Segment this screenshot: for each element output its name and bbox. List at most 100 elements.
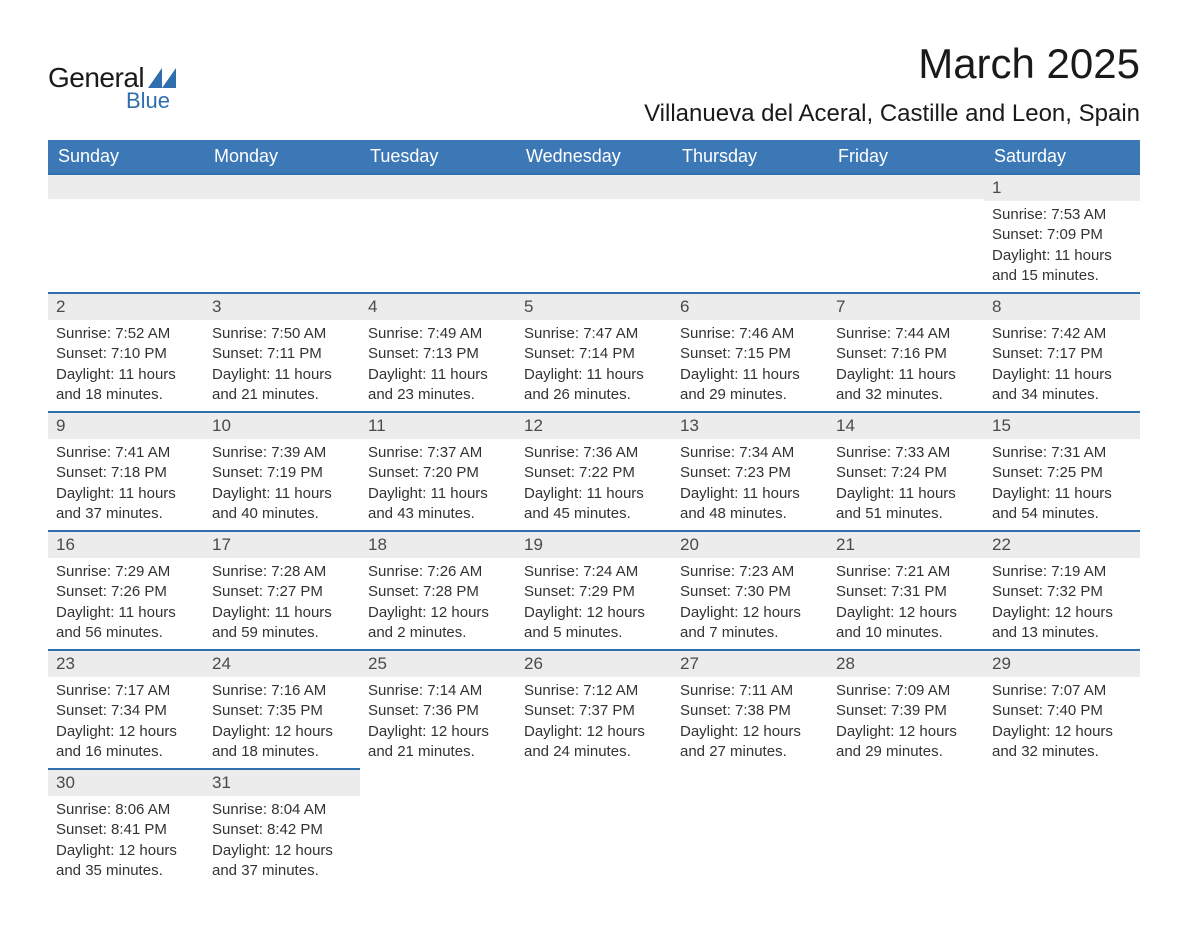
calendar-cell: 3Sunrise: 7:50 AMSunset: 7:11 PMDaylight…: [204, 293, 360, 412]
day-content: Sunrise: 7:29 AMSunset: 7:26 PMDaylight:…: [48, 558, 204, 649]
day-sunset: Sunset: 7:15 PM: [680, 344, 820, 364]
day-number: 12: [516, 413, 672, 439]
day-sunrise: Sunrise: 7:39 AM: [212, 443, 352, 463]
calendar-cell: 14Sunrise: 7:33 AMSunset: 7:24 PMDayligh…: [828, 412, 984, 531]
day-sunset: Sunset: 7:36 PM: [368, 701, 508, 721]
day-number: 22: [984, 532, 1140, 558]
day-sunset: Sunset: 7:40 PM: [992, 701, 1132, 721]
day-daylight: Daylight: 12 hours and 16 minutes.: [56, 722, 196, 763]
day-content: Sunrise: 7:07 AMSunset: 7:40 PMDaylight:…: [984, 677, 1140, 768]
day-sunset: Sunset: 7:23 PM: [680, 463, 820, 483]
day-content: Sunrise: 7:39 AMSunset: 7:19 PMDaylight:…: [204, 439, 360, 530]
day-sunset: Sunset: 7:16 PM: [836, 344, 976, 364]
day-daylight: Daylight: 11 hours and 21 minutes.: [212, 365, 352, 406]
day-sunrise: Sunrise: 7:52 AM: [56, 324, 196, 344]
day-sunset: Sunset: 7:20 PM: [368, 463, 508, 483]
day-sunset: Sunset: 7:13 PM: [368, 344, 508, 364]
weekday-header: Thursday: [672, 140, 828, 174]
day-number: 15: [984, 413, 1140, 439]
weekday-header: Monday: [204, 140, 360, 174]
day-content: [516, 793, 672, 881]
day-number: 13: [672, 413, 828, 439]
day-sunset: Sunset: 8:41 PM: [56, 820, 196, 840]
calendar-cell: 17Sunrise: 7:28 AMSunset: 7:27 PMDayligh…: [204, 531, 360, 650]
calendar-cell: 24Sunrise: 7:16 AMSunset: 7:35 PMDayligh…: [204, 650, 360, 769]
calendar-cell: 6Sunrise: 7:46 AMSunset: 7:15 PMDaylight…: [672, 293, 828, 412]
day-number: 8: [984, 294, 1140, 320]
calendar-cell: 5Sunrise: 7:47 AMSunset: 7:14 PMDaylight…: [516, 293, 672, 412]
day-daylight: Daylight: 12 hours and 5 minutes.: [524, 603, 664, 644]
day-daylight: Daylight: 12 hours and 7 minutes.: [680, 603, 820, 644]
calendar-cell: 13Sunrise: 7:34 AMSunset: 7:23 PMDayligh…: [672, 412, 828, 531]
day-number: 20: [672, 532, 828, 558]
calendar-cell-empty: [360, 769, 516, 887]
day-sunrise: Sunrise: 8:04 AM: [212, 800, 352, 820]
day-sunrise: Sunrise: 7:33 AM: [836, 443, 976, 463]
day-sunset: Sunset: 7:26 PM: [56, 582, 196, 602]
calendar-cell: 22Sunrise: 7:19 AMSunset: 7:32 PMDayligh…: [984, 531, 1140, 650]
day-daylight: Daylight: 11 hours and 32 minutes.: [836, 365, 976, 406]
calendar-week-row: 16Sunrise: 7:29 AMSunset: 7:26 PMDayligh…: [48, 531, 1140, 650]
day-sunrise: Sunrise: 7:14 AM: [368, 681, 508, 701]
day-daylight: Daylight: 11 hours and 15 minutes.: [992, 246, 1132, 287]
day-sunset: Sunset: 7:25 PM: [992, 463, 1132, 483]
day-number: 9: [48, 413, 204, 439]
day-sunrise: Sunrise: 7:21 AM: [836, 562, 976, 582]
day-number: 29: [984, 651, 1140, 677]
calendar-cell-empty: [984, 769, 1140, 887]
header: General Blue March 2025 Villanueva del A…: [48, 40, 1140, 128]
day-sunrise: Sunrise: 7:11 AM: [680, 681, 820, 701]
day-content: Sunrise: 7:31 AMSunset: 7:25 PMDaylight:…: [984, 439, 1140, 530]
calendar-week-row: 2Sunrise: 7:52 AMSunset: 7:10 PMDaylight…: [48, 293, 1140, 412]
calendar-cell-empty: [828, 769, 984, 887]
day-content: Sunrise: 7:26 AMSunset: 7:28 PMDaylight:…: [360, 558, 516, 649]
day-sunrise: Sunrise: 7:24 AM: [524, 562, 664, 582]
day-number: 5: [516, 294, 672, 320]
day-number: 3: [204, 294, 360, 320]
day-sunrise: Sunrise: 7:36 AM: [524, 443, 664, 463]
day-daylight: Daylight: 11 hours and 40 minutes.: [212, 484, 352, 525]
calendar-cell: 21Sunrise: 7:21 AMSunset: 7:31 PMDayligh…: [828, 531, 984, 650]
day-content: Sunrise: 8:04 AMSunset: 8:42 PMDaylight:…: [204, 796, 360, 887]
day-daylight: Daylight: 11 hours and 56 minutes.: [56, 603, 196, 644]
day-sunset: Sunset: 7:35 PM: [212, 701, 352, 721]
calendar-cell: 31Sunrise: 8:04 AMSunset: 8:42 PMDayligh…: [204, 769, 360, 887]
day-content: Sunrise: 7:41 AMSunset: 7:18 PMDaylight:…: [48, 439, 204, 530]
day-daylight: Daylight: 11 hours and 29 minutes.: [680, 365, 820, 406]
day-content: Sunrise: 7:37 AMSunset: 7:20 PMDaylight:…: [360, 439, 516, 530]
day-sunrise: Sunrise: 7:47 AM: [524, 324, 664, 344]
day-content: [204, 199, 360, 287]
calendar-cell-empty: [48, 174, 204, 293]
day-daylight: Daylight: 12 hours and 32 minutes.: [992, 722, 1132, 763]
day-sunset: Sunset: 7:37 PM: [524, 701, 664, 721]
day-number: 19: [516, 532, 672, 558]
weekday-header: Tuesday: [360, 140, 516, 174]
calendar-cell: 29Sunrise: 7:07 AMSunset: 7:40 PMDayligh…: [984, 650, 1140, 769]
day-sunset: Sunset: 7:22 PM: [524, 463, 664, 483]
day-content: [516, 199, 672, 287]
day-content: Sunrise: 7:19 AMSunset: 7:32 PMDaylight:…: [984, 558, 1140, 649]
title-block: March 2025 Villanueva del Aceral, Castil…: [644, 40, 1140, 128]
calendar-cell: 8Sunrise: 7:42 AMSunset: 7:17 PMDaylight…: [984, 293, 1140, 412]
day-content: Sunrise: 7:34 AMSunset: 7:23 PMDaylight:…: [672, 439, 828, 530]
weekday-header: Wednesday: [516, 140, 672, 174]
day-number: 24: [204, 651, 360, 677]
day-number: [828, 175, 984, 199]
day-sunset: Sunset: 7:17 PM: [992, 344, 1132, 364]
calendar-cell: 7Sunrise: 7:44 AMSunset: 7:16 PMDaylight…: [828, 293, 984, 412]
calendar-cell-empty: [360, 174, 516, 293]
day-sunset: Sunset: 7:10 PM: [56, 344, 196, 364]
day-daylight: Daylight: 12 hours and 2 minutes.: [368, 603, 508, 644]
day-daylight: Daylight: 11 hours and 48 minutes.: [680, 484, 820, 525]
calendar-cell: 12Sunrise: 7:36 AMSunset: 7:22 PMDayligh…: [516, 412, 672, 531]
day-number: 1: [984, 175, 1140, 201]
logo: General Blue: [48, 62, 176, 114]
day-content: [360, 793, 516, 881]
day-number: 26: [516, 651, 672, 677]
day-number: [204, 175, 360, 199]
day-sunrise: Sunrise: 7:50 AM: [212, 324, 352, 344]
day-content: [828, 199, 984, 287]
day-number: 27: [672, 651, 828, 677]
day-sunset: Sunset: 7:27 PM: [212, 582, 352, 602]
calendar-cell-empty: [672, 174, 828, 293]
